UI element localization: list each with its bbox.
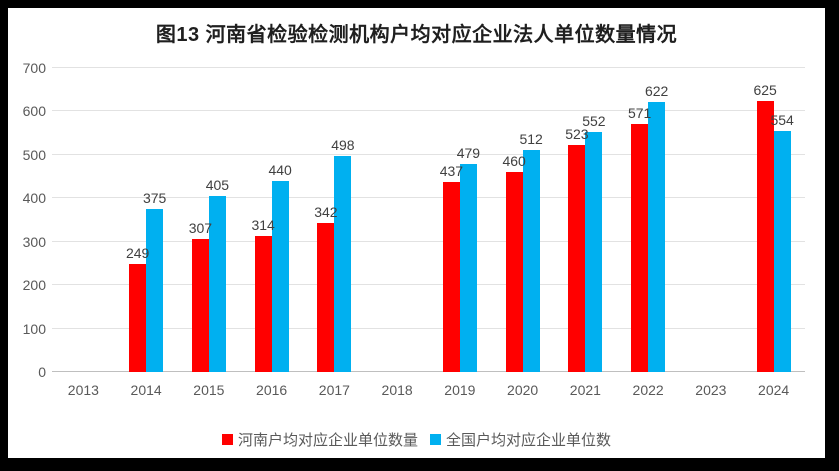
bar-national-2020: 512: [519, 132, 543, 372]
bar-column-2020: 460 512: [491, 68, 554, 372]
x-axis-tick-label-2017: 2017: [318, 382, 350, 398]
gridline: [52, 327, 805, 329]
columns: 249 375 307 405 314 440 342 498 437 479 460 512 523 5…: [52, 68, 805, 372]
data-label: 622: [644, 82, 669, 99]
data-label: 342: [314, 204, 338, 221]
bar-henan-2020: 460: [502, 154, 526, 372]
x-axis-tick-label-2021: 2021: [569, 382, 601, 398]
bar-column-2019: 437 479: [429, 68, 492, 372]
bar-column-2014: 249 375: [115, 68, 178, 372]
x-axis-tick-label-2014: 2014: [130, 382, 162, 398]
x-axis: 2013 2014 2015 2016 2017 2018 2019 2020 2021 2022…: [52, 382, 805, 398]
data-label: 498: [331, 136, 355, 153]
x-axis-tick-label-2022: 2022: [632, 382, 664, 398]
legend-item-henan: 河南户均对应企业单位数量: [221, 429, 418, 450]
chart-title: 图13 河南省检验检测机构户均对应企业法人单位数量情况: [155, 24, 678, 46]
data-label: 405: [205, 177, 230, 194]
y-axis-tick-label: 500: [22, 146, 46, 163]
bar-henan-2017: 342: [314, 205, 338, 372]
bar-column-2023: [680, 68, 743, 372]
y-axis-tick-label: 400: [22, 190, 46, 207]
legend-label: 全国户均对应企业单位数: [446, 432, 612, 449]
data-label: 440: [268, 161, 292, 178]
bar-henan-2024: 625: [753, 83, 777, 372]
x-axis-tick-label-2018: 2018: [381, 382, 413, 398]
data-label: 523: [565, 125, 589, 142]
data-label: 249: [125, 244, 150, 261]
legend: 河南户均对应企业单位数量 全国户均对应企业单位数: [8, 429, 825, 450]
data-label: 571: [627, 105, 652, 122]
x-axis-tick-label-2019: 2019: [444, 382, 476, 398]
x-axis-tick-label-2023: 2023: [695, 382, 727, 398]
data-label: 554: [770, 112, 794, 129]
bar-national-2021: 552: [582, 114, 606, 372]
legend-swatch-icon: [221, 434, 233, 445]
data-label: 314: [251, 216, 275, 233]
data-label: 625: [753, 81, 777, 98]
x-axis-line: [52, 371, 805, 372]
data-label: 512: [519, 130, 543, 147]
x-axis-tick-label-2015: 2015: [193, 382, 225, 398]
x-axis-tick-label-2013: 2013: [67, 382, 99, 398]
gridline: [52, 153, 805, 155]
bar-henan-2016: 314: [251, 218, 275, 372]
bar-column-2013: [52, 68, 115, 372]
x-axis-tick-label-2016: 2016: [256, 382, 288, 398]
bar-column-2015: 307 405: [178, 68, 241, 372]
legend-item-national: 全国户均对应企业单位数: [430, 429, 611, 450]
bar-column-2017: 342 498: [303, 68, 366, 372]
gridline: [52, 67, 805, 68]
y-axis-tick-label: 100: [22, 320, 46, 337]
y-axis-tick-label: 0: [38, 364, 46, 380]
legend-label: 河南户均对应企业单位数量: [237, 432, 418, 449]
gridline: [52, 240, 805, 242]
bar-column-2024: 625 554: [742, 68, 805, 372]
y-axis-tick-label: 600: [22, 103, 46, 120]
bar-column-2022: 571 622: [617, 68, 680, 372]
chart-area: 图13 河南省检验检测机构户均对应企业法人单位数量情况 0 100 200 300 40…: [8, 8, 825, 458]
bar-national-2015: 405: [206, 178, 229, 372]
bar-national-2016: 440: [268, 163, 292, 372]
y-axis: 0 100 200 300 400 500 600 700: [8, 61, 46, 379]
y-axis-tick-label: 300: [22, 233, 46, 250]
bar-column-2018: [366, 68, 429, 372]
x-axis-tick-label-2024: 2024: [758, 382, 790, 398]
bar-column-2021: 523 552: [554, 68, 617, 372]
gridline: [52, 110, 805, 112]
bar-national-2022: 622: [645, 84, 668, 372]
bar-national-2014: 375: [143, 191, 166, 372]
y-axis-tick-label: 200: [22, 277, 46, 294]
gridline: [52, 284, 805, 286]
bar-column-2016: 314 440: [240, 68, 303, 372]
y-axis-tick-label: 700: [22, 60, 46, 76]
bar-henan-2014: 249: [126, 246, 149, 372]
data-label: 552: [582, 113, 606, 130]
bar-national-2019: 479: [457, 146, 480, 372]
x-axis-tick-label-2020: 2020: [507, 382, 539, 398]
data-label: 460: [502, 153, 526, 170]
bar-henan-2015: 307: [189, 221, 212, 372]
bar-henan-2022: 571: [628, 106, 651, 372]
data-label: 479: [456, 144, 481, 161]
bar-national-2024: 554: [770, 113, 794, 372]
bar-national-2017: 498: [331, 138, 355, 372]
data-label: 375: [142, 190, 167, 207]
bar-henan-2019: 437: [440, 164, 463, 372]
data-label: 437: [439, 163, 464, 180]
plot-area: 249 375 307 405 314 440 342 498 437 479 460 512 523 5…: [52, 67, 805, 372]
legend-swatch-icon: [430, 434, 441, 445]
data-label: 307: [188, 219, 213, 236]
bar-henan-2021: 523: [565, 127, 589, 372]
gridline: [52, 197, 805, 199]
